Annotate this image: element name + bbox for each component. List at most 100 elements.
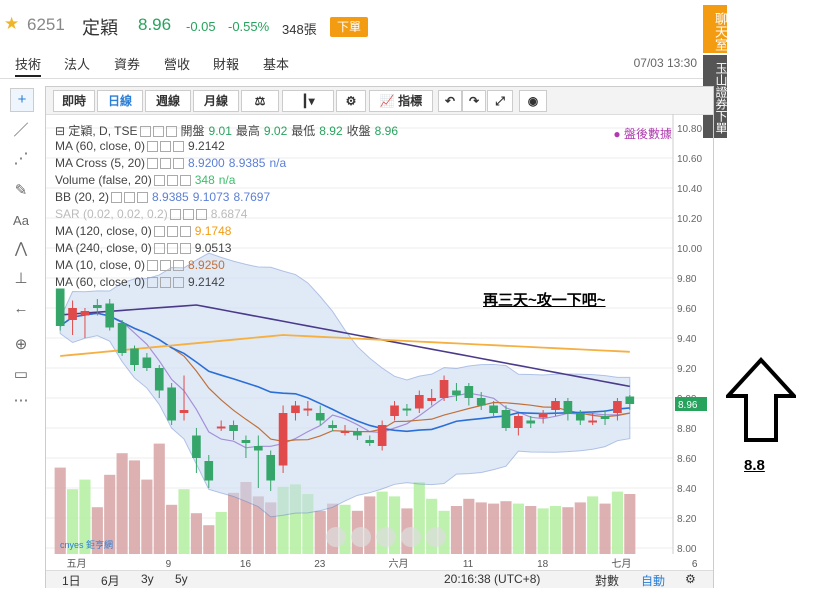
legend-tool-icon[interactable] <box>179 175 191 187</box>
legend-tool-icon[interactable] <box>153 226 165 238</box>
legend-tool-icon[interactable] <box>160 141 172 153</box>
legend-tool-icon[interactable] <box>147 277 159 289</box>
legend-tool-icon[interactable] <box>147 141 159 153</box>
legend-tool-icon[interactable] <box>139 126 151 138</box>
legend-row[interactable]: SAR (0.02, 0.02, 0.2) 8.6874 <box>55 207 247 221</box>
ruler-icon[interactable]: ▭ <box>13 366 29 383</box>
undo-icon[interactable]: ↶ <box>438 90 462 112</box>
redo-icon[interactable]: ↷ <box>462 90 486 112</box>
legend-tool-icon[interactable] <box>153 243 165 255</box>
y-tick-label: 10.60 <box>677 154 702 165</box>
star-icon[interactable]: ★ <box>4 14 20 33</box>
order-button[interactable]: 下單 <box>330 17 368 37</box>
candle-body <box>229 425 238 431</box>
legend-tool-icon[interactable] <box>147 260 159 272</box>
intraday-button[interactable]: 即時 <box>53 90 95 112</box>
camera-icon[interactable]: ◉ <box>519 90 547 112</box>
candle-body <box>353 431 362 436</box>
range-6m[interactable]: 6月 <box>101 574 120 588</box>
legend-row[interactable]: MA (60, close, 0) 9.2142 <box>55 275 225 289</box>
after-hours-label[interactable]: ● 盤後數據 <box>613 127 672 141</box>
tab-margin[interactable]: 資券 <box>114 57 141 72</box>
fibonacci-icon[interactable]: ⋰ <box>13 150 29 167</box>
fullscreen-icon[interactable]: ⤢ <box>487 90 513 112</box>
x-tick-label: 6 <box>692 559 698 570</box>
volume-bar <box>215 512 227 554</box>
monthly-button[interactable]: 月線 <box>193 90 239 112</box>
candle-body <box>625 396 635 404</box>
legend-tool-icon[interactable] <box>166 226 178 238</box>
legend-row[interactable]: MA Cross (5, 20) 8.9200 8.9385 n/a <box>55 156 286 170</box>
range-5y[interactable]: 5y <box>175 572 188 586</box>
weekly-button[interactable]: 週線 <box>145 90 191 112</box>
tab-technical[interactable]: 技術 <box>15 54 42 77</box>
volume-bar <box>599 503 611 554</box>
legend-tool-icon[interactable] <box>166 175 178 187</box>
legend-row[interactable]: Volume (false, 20) 348 n/a <box>55 173 235 187</box>
price-chart[interactable]: 10.80 10.60 10.40 10.20 10.00 9.80 9.60 9.40 9.2… <box>46 114 713 571</box>
legend-tool-icon[interactable] <box>152 126 164 138</box>
legend-tool-icon[interactable] <box>173 277 185 289</box>
legend-tool-icon[interactable] <box>147 158 159 170</box>
trendline-icon[interactable]: ／ <box>13 122 29 139</box>
legend-tool-icon[interactable] <box>137 192 149 204</box>
legend-tool-icon[interactable] <box>153 175 165 187</box>
candle-body <box>340 431 350 433</box>
volume-bar <box>104 474 116 554</box>
chart-container: 即時 日線 週線 月線 ⚖ ┃▾ ⚙ 📈 指標 ↶ ↷ ⤢ ◉ 10.80 10.… <box>45 86 714 588</box>
crosshair-icon[interactable]: + <box>10 88 34 112</box>
legend-tool-icon[interactable] <box>124 192 136 204</box>
volume-bar <box>611 491 623 554</box>
chat-room-button[interactable]: 聊天室 <box>703 5 728 53</box>
tab-institutional[interactable]: 法人 <box>64 57 91 72</box>
tab-basic[interactable]: 基本 <box>263 57 290 72</box>
pattern-icon[interactable]: ⋀ <box>14 240 28 257</box>
legend-tool-icon[interactable] <box>160 277 172 289</box>
log-toggle[interactable]: 對數 <box>595 574 620 588</box>
chart-style-icon[interactable]: ┃▾ <box>282 90 334 112</box>
candle-body <box>402 408 412 411</box>
tab-financials[interactable]: 財報 <box>213 57 240 72</box>
tab-revenue[interactable]: 營收 <box>164 57 191 72</box>
range-3y[interactable]: 3y <box>141 572 154 586</box>
legend-tool-icon[interactable] <box>169 209 181 221</box>
legend-tool-icon[interactable] <box>173 260 185 272</box>
measure-icon[interactable]: ⊥ <box>14 270 28 287</box>
legend-row[interactable]: MA (120, close, 0) 9.1748 <box>55 224 231 238</box>
indicator-button[interactable]: 📈 指標 <box>369 90 433 112</box>
legend-row[interactable]: ⊟ 定穎, D, TSE 開盤 9.01 最高 9.02 最低 8.92 收盤 8.96 <box>55 122 398 139</box>
zoom-icon[interactable]: ⊕ <box>14 336 28 353</box>
text-icon[interactable]: Aa <box>13 213 29 228</box>
legend-row[interactable]: MA (240, close, 0) 9.0513 <box>55 241 231 255</box>
legend-tool-icon[interactable] <box>173 158 185 170</box>
legend-row[interactable]: MA (10, close, 0) 8.9250 <box>55 258 225 272</box>
legend-row[interactable]: MA (60, close, 0) 9.2142 <box>55 139 225 153</box>
legend-tool-icon[interactable] <box>165 126 177 138</box>
legend-tool-icon[interactable] <box>179 226 191 238</box>
compare-icon[interactable]: ⚖ <box>241 90 279 112</box>
gear-icon[interactable]: ⚙ <box>336 90 366 112</box>
volume-bar <box>178 489 190 554</box>
more-icon[interactable]: ⋯ <box>13 392 29 409</box>
legend-tool-icon[interactable] <box>182 209 194 221</box>
legend-tool-icon[interactable] <box>111 192 123 204</box>
legend-tool-icon[interactable] <box>160 260 172 272</box>
daily-button[interactable]: 日線 <box>97 90 143 112</box>
legend-tool-icon[interactable] <box>160 158 172 170</box>
legend-row[interactable]: BB (20, 2) 8.9385 9.1073 8.7697 <box>55 190 270 204</box>
divider <box>0 78 712 79</box>
legend-tool-icon[interactable] <box>173 141 185 153</box>
auto-toggle[interactable]: 自動 <box>641 574 666 588</box>
settings-icon[interactable]: ⚙ <box>685 572 696 586</box>
brush-icon[interactable]: ✎ <box>14 182 28 199</box>
candle-body <box>278 413 288 466</box>
legend-tool-icon[interactable] <box>179 243 191 255</box>
legend-tool-icon[interactable] <box>195 209 207 221</box>
legend-value: 9.01 <box>208 124 232 138</box>
arrow-left-icon[interactable]: ← <box>13 300 29 317</box>
volume-bar <box>54 467 66 554</box>
range-1d[interactable]: 1日 <box>62 574 81 588</box>
candle-body <box>588 420 597 423</box>
legend-tool-icon[interactable] <box>166 243 178 255</box>
ma20-line <box>59 312 630 433</box>
